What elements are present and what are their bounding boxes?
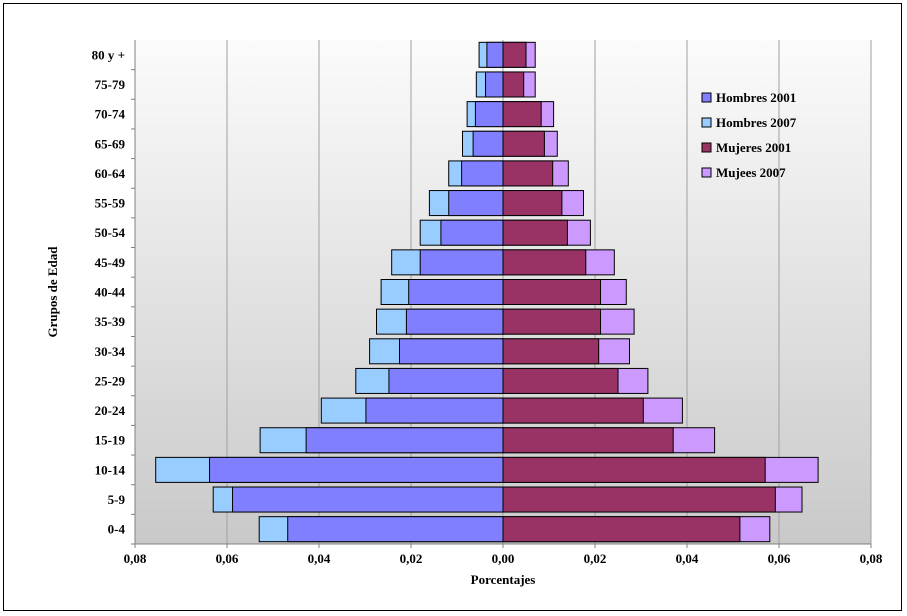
bar-mujeres-2001-50-54 — [502, 219, 568, 246]
y-tick-label: 35-39 — [95, 314, 126, 329]
bar-mujeres-2001-55-59 — [502, 190, 563, 217]
y-tick-label: 5-9 — [108, 492, 126, 507]
x-tick-label: 0,02 — [584, 551, 607, 566]
bar-hombres-2001-75-79 — [485, 71, 504, 98]
y-tick-label: 0-4 — [108, 522, 126, 537]
bar-mujeres-2001-45-49 — [502, 249, 587, 276]
bar-hombres-2001-35-39 — [405, 308, 504, 335]
legend: Hombres 2001 Hombres 2007 Mujeres 2001 Muje… — [701, 90, 797, 180]
bar-mujeres-2001-70-74 — [502, 101, 542, 128]
legend-swatch — [701, 167, 712, 178]
x-tick-label: 0,04 — [676, 551, 699, 566]
bar-hombres-2001-65-69 — [472, 130, 504, 157]
bar-hombres-2001-5-9 — [232, 486, 504, 513]
bar-mujeres-2001-10-14 — [502, 456, 766, 483]
bar-hombres-2001-40-44 — [408, 279, 504, 305]
legend-label: Hombres 2007 — [716, 115, 797, 130]
y-tick-label: 25-29 — [95, 373, 126, 388]
y-tick-labels: 0-4 5-9 10-14 15-19 20-24 25-29 30-34 35-39 40-4… — [92, 47, 135, 545]
y-tick-label: 20-24 — [95, 403, 126, 418]
bar-mujeres-2001-5-9 — [502, 486, 776, 513]
x-tick-label: 0,04 — [308, 551, 331, 566]
bar-mujeres-2001-80 y + — [502, 41, 527, 68]
bar-hombres-2001-45-49 — [419, 249, 504, 276]
y-tick-label: 50-54 — [95, 225, 126, 240]
y-tick-label: 30-34 — [95, 344, 126, 359]
bar-hombres-2001-0-4 — [287, 516, 504, 543]
y-tick-label: 45-49 — [95, 255, 126, 270]
bar-mujeres-2001-25-29 — [502, 367, 619, 394]
bar-hombres-2001-55-59 — [448, 190, 504, 217]
bar-mujeres-2001-40-44 — [502, 279, 602, 305]
bar-hombres-2001-50-54 — [440, 219, 504, 246]
y-axis-title: Grupos de Edad — [45, 246, 60, 338]
bar-hombres-2001-20-24 — [365, 397, 504, 424]
y-tick-label: 70-74 — [95, 107, 126, 122]
x-tick-label: 0,00 — [492, 551, 515, 566]
legend-swatch — [701, 117, 712, 128]
y-tick-label: 75-79 — [95, 77, 126, 92]
bar-mujeres-2001-65-69 — [502, 130, 545, 157]
x-axis-title: Porcentajes — [471, 572, 536, 587]
bar-mujeres-2001-30-34 — [502, 338, 600, 365]
bar-hombres-2001-80 y + — [486, 41, 504, 68]
x-tick-label: 0,08 — [124, 551, 147, 566]
y-tick-label: 55-59 — [95, 196, 126, 211]
y-tick-label: 65-69 — [95, 136, 126, 151]
bar-mujeres-2001-15-19 — [502, 427, 674, 454]
bar-hombres-2001-30-34 — [399, 338, 504, 365]
x-tick-labels: 0,08 0,06 0,04 0,02 0,00 0,02 0,04 0,06 0,08 — [124, 544, 883, 566]
y-tick-label: 80 y + — [92, 47, 125, 62]
bar-hombres-2001-70-74 — [474, 101, 504, 128]
bar-mujeres-2001-75-79 — [502, 71, 525, 98]
y-tick-label: 60-64 — [95, 166, 126, 181]
bar-hombres-2001-10-14 — [209, 456, 504, 483]
x-tick-label: 0,06 — [768, 551, 791, 566]
bar-mujeres-2001-35-39 — [502, 308, 602, 335]
bar-mujeres-2001-0-4 — [502, 516, 741, 543]
bar-mujeres-2001-60-64 — [502, 160, 554, 187]
legend-swatch — [701, 92, 712, 103]
legend-label: Mujeres 2001 — [716, 140, 791, 155]
y-tick-label: 15-19 — [95, 433, 126, 448]
legend-swatch — [701, 142, 712, 153]
legend-label: Mujees 2007 — [716, 165, 786, 180]
bar-mujeres-2001-20-24 — [502, 397, 644, 424]
legend-label: Hombres 2001 — [716, 90, 796, 105]
y-tick-label: 10-14 — [95, 462, 126, 477]
bar-hombres-2001-60-64 — [461, 160, 504, 187]
bar-hombres-2001-15-19 — [305, 427, 504, 454]
x-tick-label: 0,02 — [400, 551, 423, 566]
x-tick-label: 0,06 — [216, 551, 239, 566]
x-tick-label: 0,08 — [860, 551, 883, 566]
bars-group — [155, 41, 819, 543]
bar-hombres-2001-25-29 — [388, 367, 504, 394]
y-tick-label: 40-44 — [95, 285, 126, 300]
